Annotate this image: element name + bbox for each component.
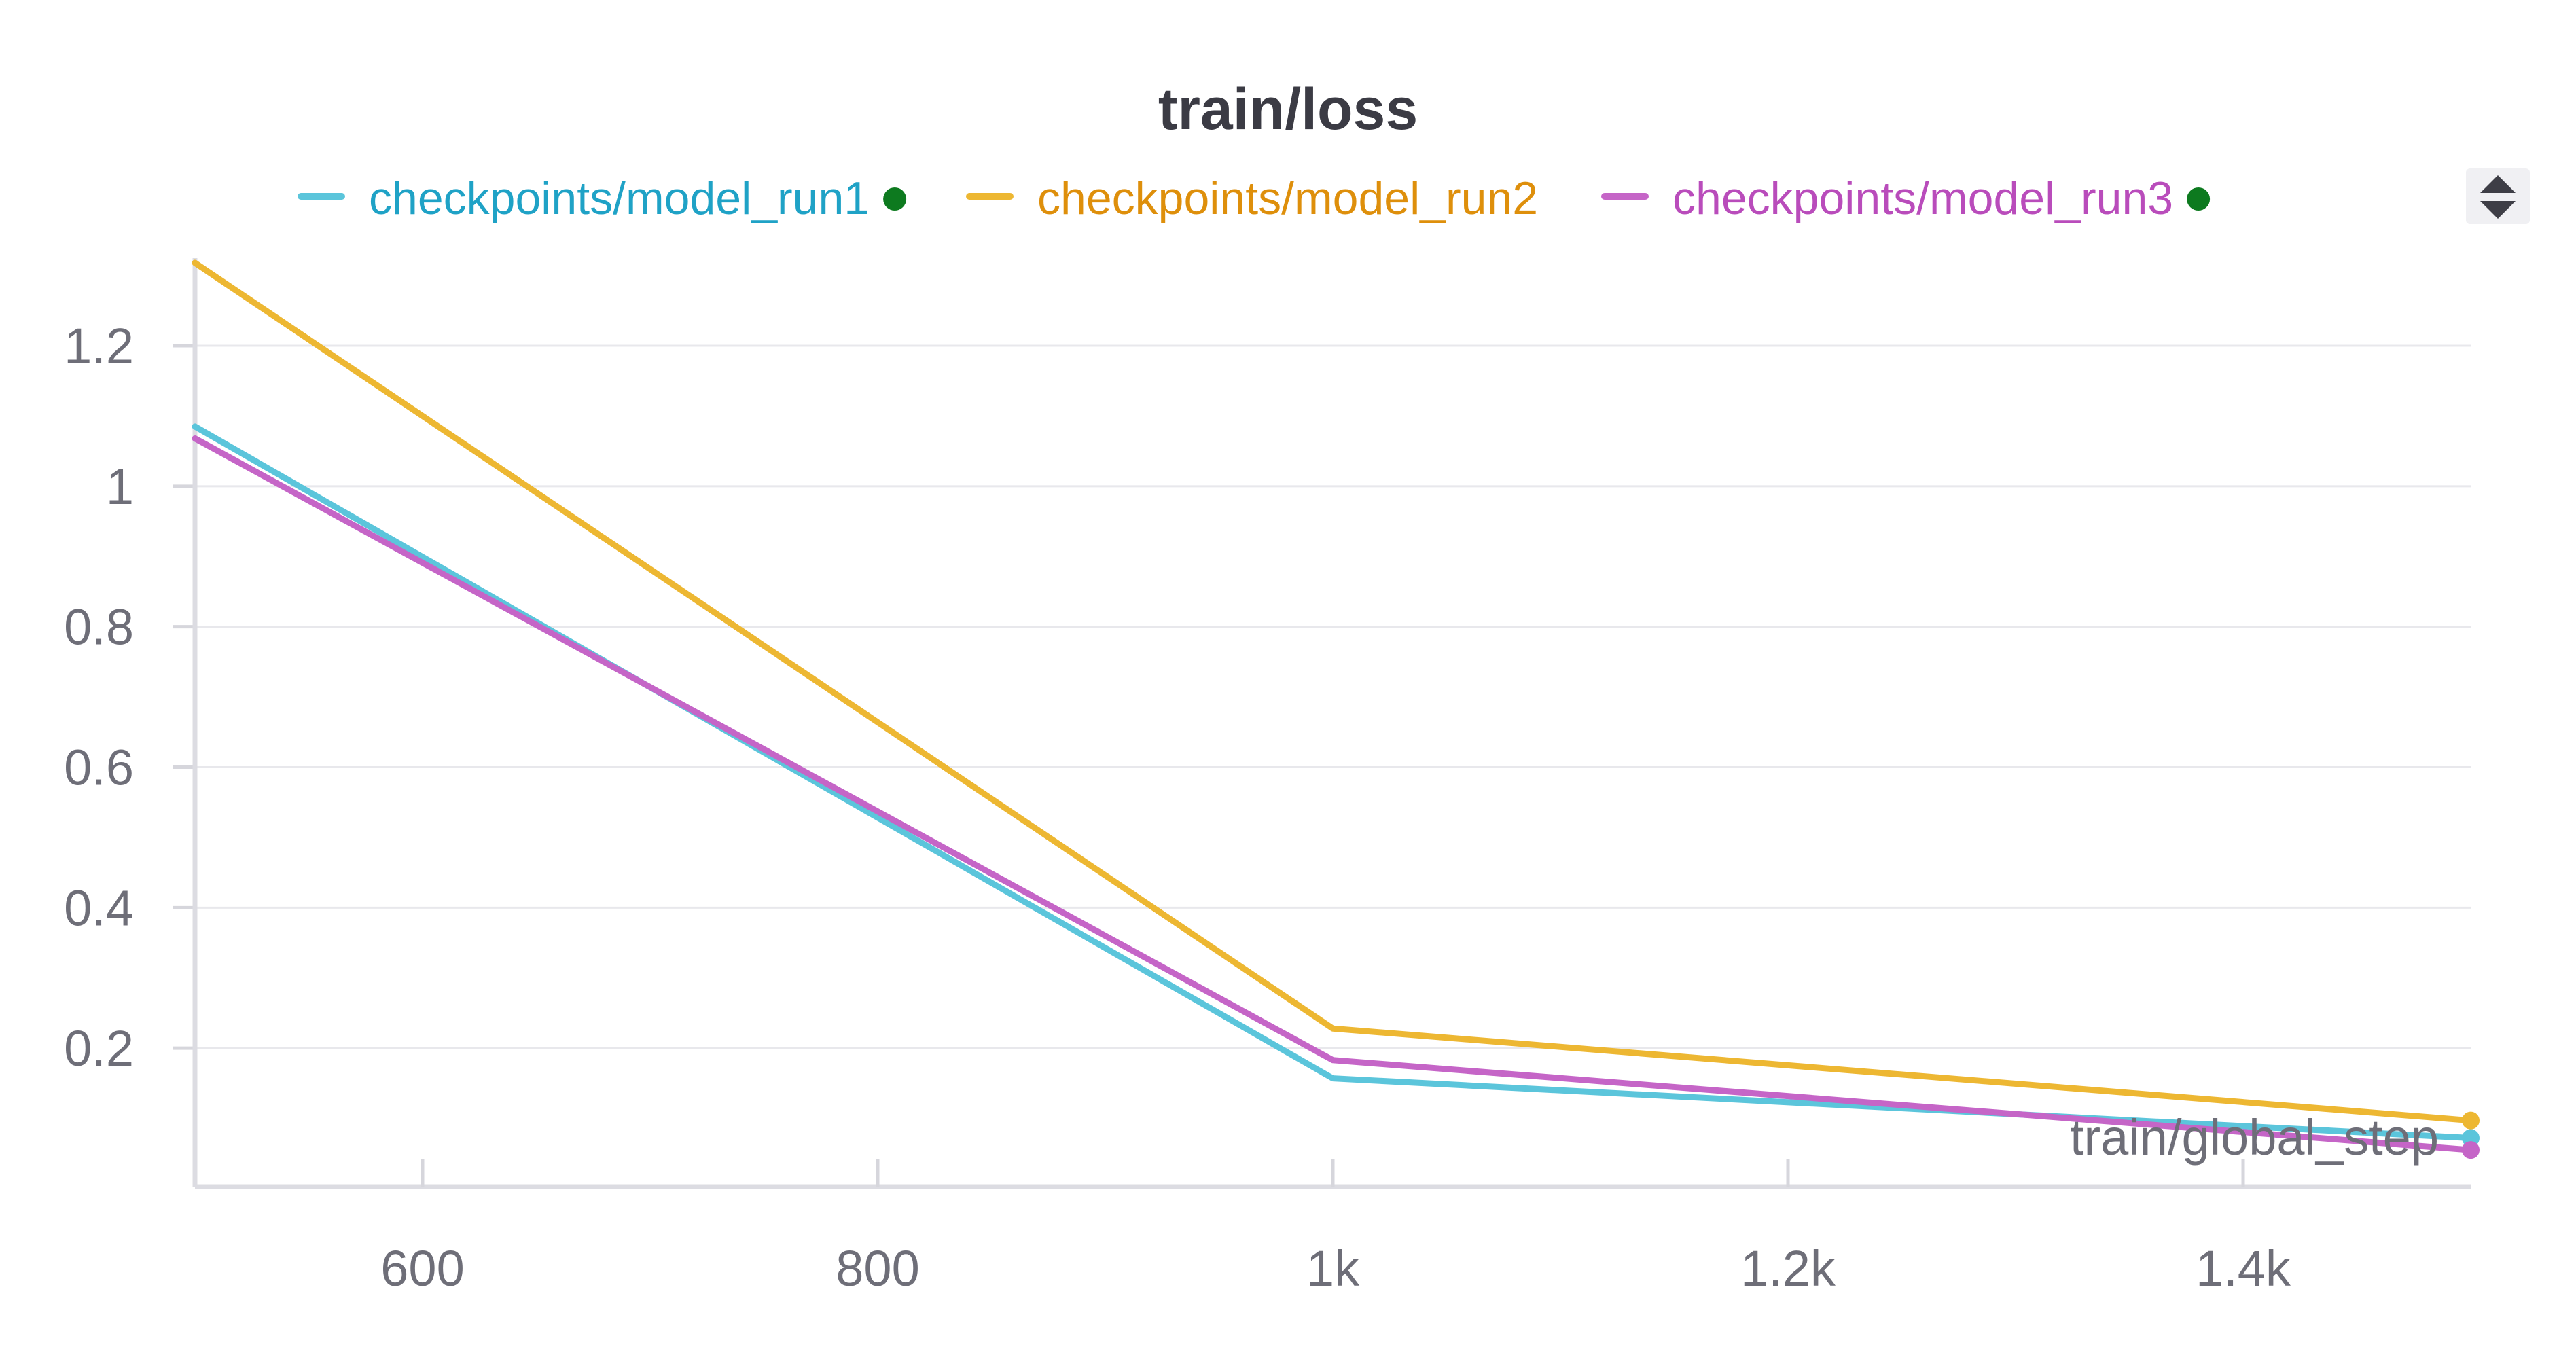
y-tick-label: 1 (106, 458, 134, 515)
axes-layer: 0.2 0.4 0.6 0.8 1 1.2 600 800 1k 1.2k 1.4k (64, 258, 2471, 1297)
series-end-point-2 (2462, 1111, 2480, 1130)
legend-label: checkpoints/model_run1 (369, 173, 870, 224)
series-line-2 (192, 259, 2474, 1124)
x-tick-label: 800 (836, 1240, 919, 1297)
y-tick-label: 0.8 (64, 599, 134, 655)
legend-item-2[interactable]: checkpoints/model_run2 (966, 173, 1538, 224)
legend: checkpoints/model_run1 checkpoints/model_… (298, 173, 2211, 224)
x-axis-label: train/global_step (2070, 1109, 2439, 1166)
x-tick-label: 1.4k (2196, 1240, 2291, 1297)
y-tick-label: 0.2 (64, 1020, 134, 1077)
y-tick-label: 0.6 (64, 740, 134, 796)
legend-label: checkpoints/model_run2 (1037, 173, 1538, 224)
run-active-indicator-icon (2187, 187, 2211, 211)
x-tick-label: 1.2k (1740, 1240, 1836, 1297)
legend-item-3[interactable]: checkpoints/model_run3 (1601, 173, 2211, 224)
y-tick-label: 1.2 (64, 318, 134, 374)
legend-scroll-background (2466, 168, 2530, 224)
series-layer (192, 259, 2480, 1159)
y-tick-label: 0.4 (64, 880, 134, 936)
run-active-indicator-icon (883, 187, 907, 211)
x-tick-label: 1k (1306, 1240, 1360, 1297)
legend-label: checkpoints/model_run3 (1672, 173, 2173, 224)
chart-title: train/loss (1158, 77, 1418, 142)
scroll-up-icon[interactable] (2480, 175, 2516, 193)
legend-item-1[interactable]: checkpoints/model_run1 (298, 173, 907, 224)
legend-scroll-control[interactable] (2466, 168, 2530, 224)
scroll-down-icon[interactable] (2480, 201, 2516, 219)
series-line-3 (192, 435, 2474, 1153)
series-end-point-3 (2462, 1141, 2480, 1159)
x-tick-label: 600 (380, 1240, 464, 1297)
grid-layer (195, 344, 2471, 1049)
